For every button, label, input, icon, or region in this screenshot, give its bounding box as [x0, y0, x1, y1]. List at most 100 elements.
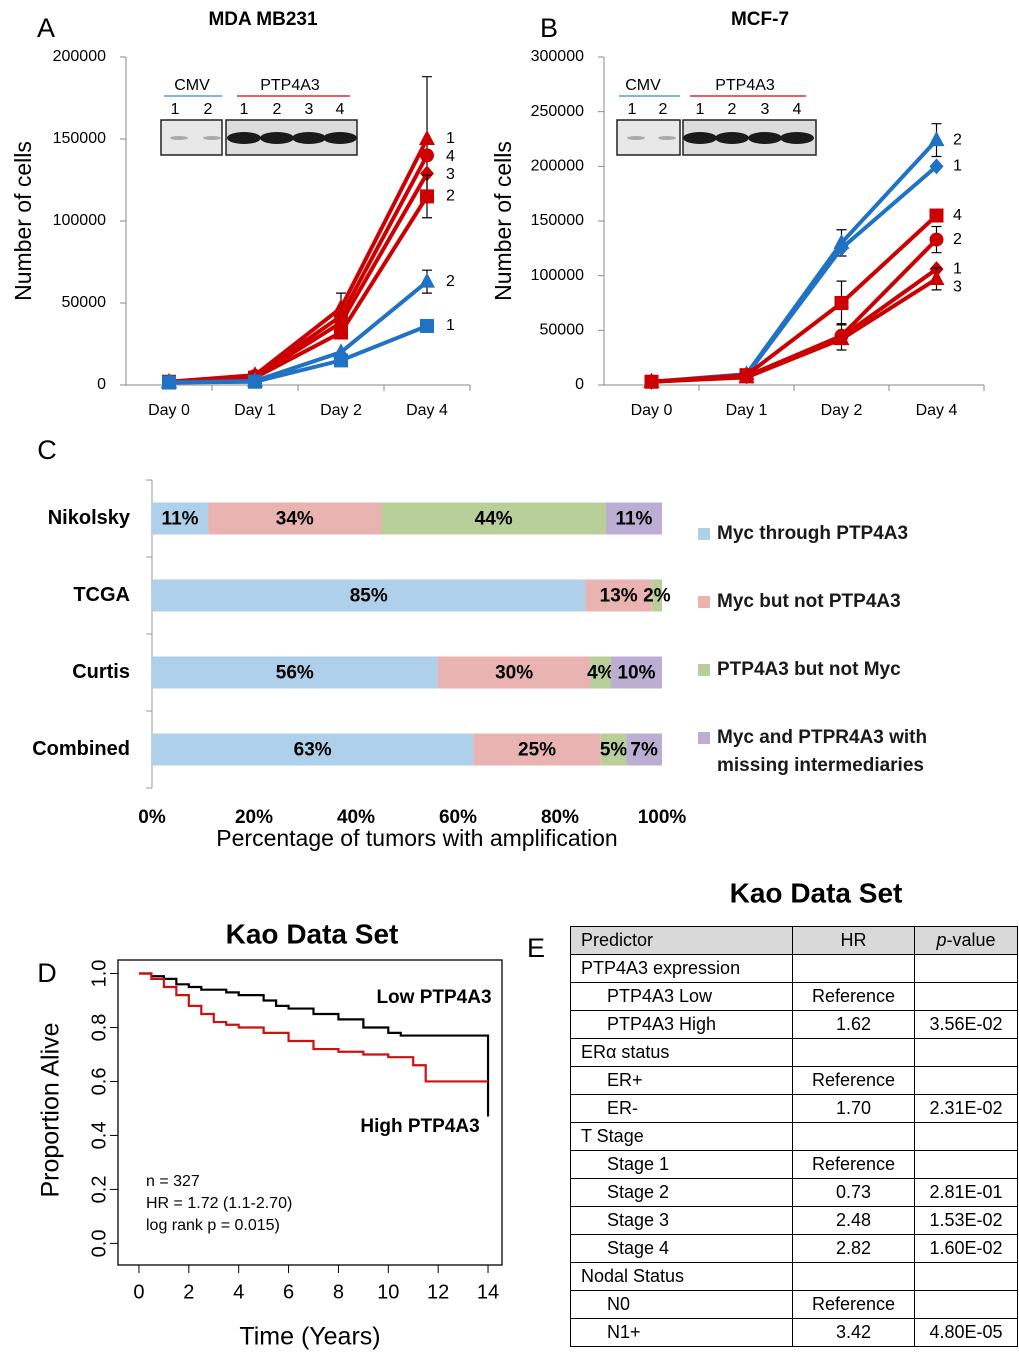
inset-lane-label: 4	[336, 101, 345, 118]
x-tick-label: 4	[233, 1281, 244, 1303]
x-tick-label: 2	[183, 1281, 194, 1303]
table-row: ER-1.702.31E-02	[571, 1095, 1018, 1123]
hr-cell: 1.62	[793, 1011, 915, 1039]
predictor-cell: Nodal Status	[571, 1263, 793, 1291]
predictor-cell: ER+	[571, 1067, 793, 1095]
table-row: T Stage	[571, 1123, 1018, 1151]
x-tick-label: Day 0	[631, 402, 673, 419]
legend-swatch	[698, 732, 710, 744]
hr-cell	[793, 955, 915, 983]
x-axis-label: Time (Years)	[239, 1323, 380, 1351]
series-label: 3	[953, 278, 962, 295]
series-line	[169, 173, 427, 381]
inset-lane-label: 2	[659, 101, 668, 118]
panel-label: B	[540, 13, 558, 43]
hr-cell: 3.42	[793, 1319, 915, 1347]
inset-lane-label: 2	[273, 101, 282, 118]
series-label: 1	[446, 317, 455, 334]
p-cell	[915, 1123, 1018, 1151]
blot-band	[658, 136, 676, 140]
p-cell	[915, 1067, 1018, 1095]
x-tick-label: 10	[377, 1281, 399, 1303]
panel-label: C	[37, 435, 57, 465]
hr-cell: 2.82	[793, 1235, 915, 1263]
value-label: 30%	[495, 663, 533, 684]
p-cell: 2.31E-02	[915, 1095, 1018, 1123]
inset-lane-label: 1	[240, 101, 249, 118]
annotation: n = 327	[146, 1173, 200, 1190]
inset-lane-label: 2	[728, 101, 737, 118]
predictor-cell: Stage 3	[571, 1207, 793, 1235]
x-tick-label: 6	[283, 1281, 294, 1303]
inset-group-label: PTP4A3	[260, 77, 320, 94]
predictor-cell: PTP4A3 expression	[571, 955, 793, 983]
value-label: 2%	[643, 586, 671, 607]
chart-title: MDA MB231	[208, 9, 318, 30]
blot-band	[780, 132, 814, 144]
results-table: PredictorHRp-valuePTP4A3 expressionPTP4A…	[570, 926, 1018, 1347]
value-label: 56%	[276, 663, 314, 684]
value-label: 11%	[162, 509, 199, 530]
legend-label: Myc and PTPR4A3 with missing intermediar…	[717, 724, 998, 780]
header-cell: p-value	[915, 927, 1018, 955]
legend-entry: Myc and PTPR4A3 with missing intermediar…	[698, 724, 998, 780]
predictor-cell: PTP4A3 High	[571, 1011, 793, 1039]
value-label: 10%	[617, 663, 655, 684]
category-label: Combined	[32, 738, 130, 760]
marker	[248, 375, 262, 389]
table-row: PTP4A3 LowReference	[571, 983, 1018, 1011]
x-tick-label: Day 1	[234, 402, 276, 419]
table-row: PTP4A3 High1.623.56E-02	[571, 1011, 1018, 1039]
legend-entry: Myc through PTP4A3	[698, 520, 998, 548]
marker	[419, 273, 435, 288]
y-tick-label: 150000	[531, 212, 584, 229]
x-tick-label: Day 4	[916, 402, 958, 419]
p-cell: 1.60E-02	[915, 1235, 1018, 1263]
header-cell: HR	[793, 927, 915, 955]
y-tick-label: 150000	[53, 130, 106, 147]
inset-group-label: PTP4A3	[715, 77, 775, 94]
predictor-cell: Stage 1	[571, 1151, 793, 1179]
series-label: 2	[953, 131, 962, 148]
value-label: 25%	[518, 740, 556, 761]
y-tick-label: 1.0	[88, 960, 110, 988]
p-cell: 4.80E-05	[915, 1319, 1018, 1347]
marker	[929, 131, 945, 146]
marker	[420, 148, 434, 162]
table-row: Stage 32.481.53E-02	[571, 1207, 1018, 1235]
x-tick-label: 8	[333, 1281, 344, 1303]
marker	[334, 326, 348, 340]
value-label: 44%	[475, 509, 513, 530]
series-line	[652, 269, 937, 382]
value-label: 13%	[600, 586, 638, 607]
hr-cell	[793, 1039, 915, 1067]
y-axis-label: Proportion Alive	[37, 1022, 65, 1197]
series-line	[652, 140, 937, 382]
marker	[835, 296, 849, 310]
x-tick-label: 0%	[138, 807, 166, 828]
blot-band	[260, 132, 294, 144]
x-tick-label: Day 2	[320, 402, 362, 419]
predictor-cell: ER-	[571, 1095, 793, 1123]
inset-lane-label: 3	[305, 101, 314, 118]
inset-lane-label: 3	[761, 101, 770, 118]
value-label: 5%	[600, 740, 628, 761]
value-label: 85%	[350, 586, 388, 607]
y-tick-label: 100000	[53, 212, 106, 229]
y-tick-label: 0.2	[88, 1176, 110, 1204]
y-tick-label: 100000	[531, 267, 584, 284]
hr-cell: Reference	[793, 1067, 915, 1095]
series-label: 1	[446, 130, 455, 147]
annotation: HR = 1.72 (1.1-2.70)	[146, 1195, 292, 1212]
value-label: 63%	[294, 740, 332, 761]
y-tick-label: 200000	[531, 158, 584, 175]
p-cell: 2.81E-01	[915, 1179, 1018, 1207]
x-tick-label: Day 0	[148, 402, 190, 419]
p-cell	[915, 1291, 1018, 1319]
series-label: 4	[953, 207, 962, 224]
blot-band	[627, 136, 645, 140]
series-label: Low PTP4A3	[376, 987, 491, 1008]
x-tick-label: 0	[133, 1281, 144, 1303]
legend-entry: PTP4A3 but not Myc	[698, 656, 998, 684]
